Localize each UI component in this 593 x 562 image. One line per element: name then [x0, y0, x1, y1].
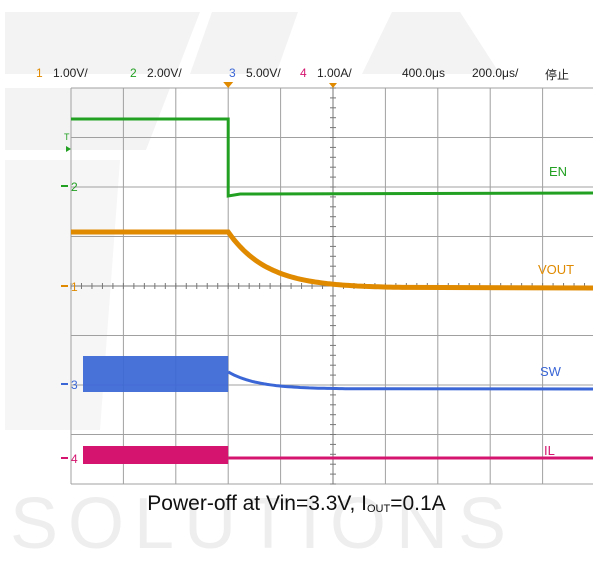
- caption-subscript: OUT: [366, 503, 391, 515]
- caption-suffix: =0.1A: [390, 492, 446, 515]
- trace-sw: [227, 370, 593, 391]
- series-label-en: EN: [549, 164, 567, 179]
- ch4-num: 4: [300, 66, 307, 80]
- trigger-position-marker: [223, 82, 234, 88]
- series-label-sw: SW: [540, 364, 562, 379]
- series-label-il: IL: [544, 443, 555, 458]
- chart-caption: Power-off at Vin=3.3V, IOUT=0.1A: [0, 492, 593, 516]
- trigger-level-arrow: [66, 146, 71, 152]
- ch4-scale: 1.00A/: [317, 66, 352, 80]
- ch1-num: 1: [36, 66, 43, 80]
- series-label-vout: VOUT: [538, 262, 574, 277]
- trigger-level-marker: T: [64, 132, 70, 142]
- trace-vout: [71, 229, 593, 291]
- trace-il-ripple-band: [83, 446, 229, 464]
- timebase-delay: 400.0μs: [402, 66, 445, 80]
- ch2-num: 2: [130, 66, 137, 80]
- watermark-letters: SOLUTIONS: [10, 484, 516, 562]
- timebase-scale: 200.0μs/: [472, 66, 519, 80]
- time-reference-marker: [329, 83, 337, 88]
- caption-prefix: Power-off at Vin=3.3V, I: [147, 492, 367, 515]
- ch3-scale: 5.00V/: [246, 66, 281, 80]
- channel-marker-3: 3: [71, 378, 78, 392]
- trace-en: [71, 117, 593, 198]
- ch2-scale: 2.00V/: [147, 66, 182, 80]
- trace-sw-switching-band: [83, 356, 229, 392]
- run-state: 停止: [545, 68, 570, 82]
- channel-marker-4: 4: [71, 452, 78, 466]
- ch3-num: 3: [229, 66, 236, 80]
- channel-marker-2: 2: [71, 180, 78, 194]
- ch1-scale: 1.00V/: [53, 66, 88, 80]
- channel-marker-1: 1: [71, 280, 78, 294]
